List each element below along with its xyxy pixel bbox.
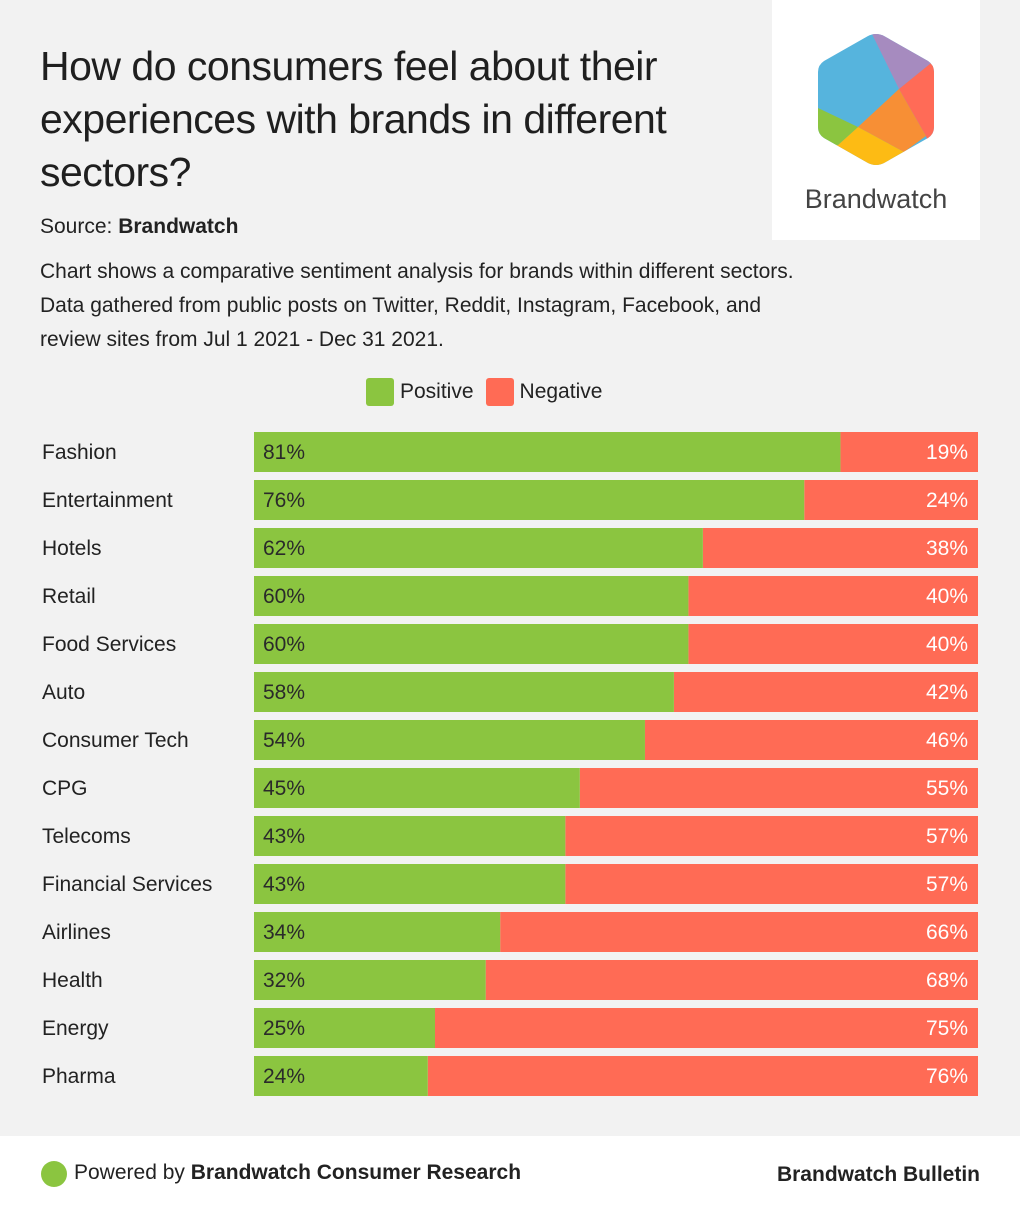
bar-positive bbox=[254, 576, 689, 616]
bar-positive bbox=[254, 480, 805, 520]
data-label-positive: 58% bbox=[263, 681, 305, 704]
bar-negative bbox=[485, 960, 978, 1000]
data-label-negative: 19% bbox=[926, 441, 968, 464]
data-label-negative: 57% bbox=[926, 873, 968, 896]
category-label: Food Services bbox=[42, 633, 176, 656]
data-label-positive: 54% bbox=[263, 729, 305, 752]
brandwatch-logo: Brandwatch bbox=[772, 0, 980, 240]
bar-negative bbox=[673, 672, 978, 712]
chart-description: Chart shows a comparative sentiment anal… bbox=[40, 260, 794, 351]
footer: Powered by Brandwatch Consumer Research … bbox=[0, 1136, 1020, 1218]
bar-positive bbox=[254, 624, 689, 664]
brandwatch-bulletin: Brandwatch Bulletin bbox=[776, 1163, 980, 1186]
source-line: Source: Brandwatch bbox=[40, 215, 238, 239]
data-label-negative: 40% bbox=[926, 585, 968, 608]
bar-positive bbox=[254, 528, 703, 568]
bar-negative bbox=[804, 480, 978, 520]
data-label-negative: 38% bbox=[926, 537, 968, 560]
bar-negative bbox=[435, 1008, 978, 1048]
data-label-positive: 25% bbox=[263, 1017, 305, 1040]
category-label: CPG bbox=[42, 777, 88, 800]
data-label-positive: 62% bbox=[263, 537, 305, 560]
data-label-negative: 75% bbox=[926, 1017, 968, 1040]
data-label-positive: 43% bbox=[263, 873, 305, 896]
bar-positive bbox=[254, 960, 486, 1000]
data-label-positive: 60% bbox=[263, 633, 305, 656]
category-label: Energy bbox=[42, 1017, 109, 1040]
data-label-negative: 40% bbox=[926, 633, 968, 656]
category-label: Airlines bbox=[42, 921, 111, 944]
legend-item-positive: Positive bbox=[366, 378, 474, 406]
data-label-negative: 66% bbox=[926, 921, 968, 944]
category-label: Fashion bbox=[42, 441, 117, 464]
bar-positive bbox=[254, 1008, 435, 1048]
source-name: Brandwatch bbox=[118, 215, 239, 238]
bar-negative bbox=[427, 1056, 978, 1096]
chart-title: How do consumers feel about their experi… bbox=[40, 43, 667, 195]
bar-positive bbox=[254, 672, 674, 712]
category-label: Health bbox=[42, 969, 103, 992]
legend-label-positive: Positive bbox=[400, 380, 474, 403]
data-label-negative: 55% bbox=[926, 777, 968, 800]
bar-negative bbox=[565, 816, 978, 856]
bar-negative bbox=[500, 912, 978, 952]
category-label: Financial Services bbox=[42, 873, 212, 896]
bar-positive bbox=[254, 912, 501, 952]
data-label-positive: 60% bbox=[263, 585, 305, 608]
powered-name: Brandwatch Consumer Research bbox=[190, 1161, 522, 1184]
data-label-positive: 43% bbox=[263, 825, 305, 848]
data-label-negative: 68% bbox=[926, 969, 968, 992]
bar-positive bbox=[254, 864, 566, 904]
category-label: Auto bbox=[42, 681, 85, 704]
stacked-bar-chart: Fashion 81% 19% Entertainment 76% 24% Hotels 62… bbox=[42, 432, 978, 1096]
bar-positive bbox=[254, 720, 645, 760]
bar-positive bbox=[254, 1056, 428, 1096]
data-label-positive: 34% bbox=[263, 921, 305, 944]
brandwatch-hexagon-icon bbox=[818, 34, 934, 165]
data-label-positive: 45% bbox=[263, 777, 305, 800]
legend-label-negative: Negative bbox=[519, 380, 603, 403]
data-label-negative: 57% bbox=[926, 825, 968, 848]
legend-swatch-negative bbox=[485, 378, 514, 406]
data-label-negative: 46% bbox=[926, 729, 968, 752]
bar-negative bbox=[644, 720, 978, 760]
data-label-negative: 42% bbox=[926, 681, 968, 704]
bar-positive bbox=[254, 816, 566, 856]
data-label-negative: 24% bbox=[926, 489, 968, 512]
data-label-positive: 32% bbox=[263, 969, 305, 992]
category-label: Hotels bbox=[42, 537, 102, 560]
data-label-positive: 81% bbox=[263, 441, 305, 464]
bar-negative bbox=[688, 576, 978, 616]
category-label: Pharma bbox=[42, 1065, 116, 1088]
logo-wordmark: Brandwatch bbox=[804, 184, 948, 214]
chart-legend: Positive Negative bbox=[366, 378, 614, 406]
bar-positive bbox=[254, 768, 580, 808]
source-label: Source: bbox=[40, 215, 113, 238]
data-label-negative: 76% bbox=[926, 1065, 968, 1088]
bar-negative bbox=[579, 768, 978, 808]
data-label-positive: 24% bbox=[263, 1065, 305, 1088]
powered-prefix: Powered by bbox=[74, 1161, 185, 1184]
bar-positive bbox=[254, 432, 841, 472]
category-label: Retail bbox=[42, 585, 96, 608]
legend-swatch-positive bbox=[366, 378, 394, 406]
powered-by-text: Powered by Brandwatch Consumer Research bbox=[74, 1161, 521, 1185]
category-label: Consumer Tech bbox=[42, 729, 189, 752]
category-label: Entertainment bbox=[42, 489, 173, 512]
bar-negative bbox=[840, 432, 978, 472]
legend-item-negative: Negative bbox=[485, 378, 603, 406]
bar-negative bbox=[565, 864, 978, 904]
bar-negative bbox=[688, 624, 978, 664]
bar-negative bbox=[702, 528, 978, 568]
category-label: Telecoms bbox=[42, 825, 131, 848]
green-dot-icon bbox=[41, 1161, 67, 1187]
data-label-positive: 76% bbox=[263, 489, 305, 512]
